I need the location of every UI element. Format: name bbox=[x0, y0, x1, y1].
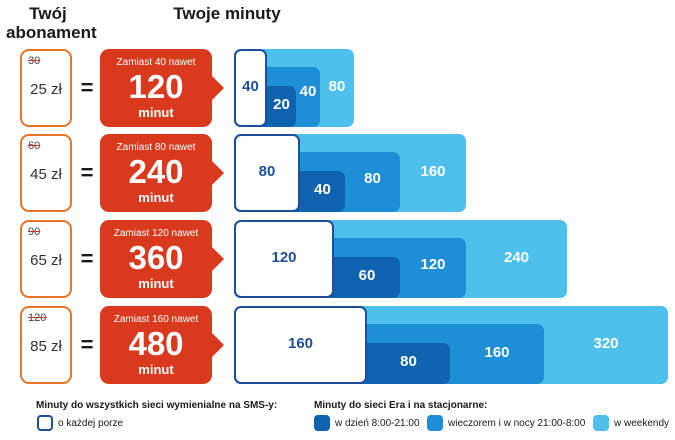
offer-minutes: 360 bbox=[128, 239, 184, 276]
offer-caption: Zamiast 160 nawet bbox=[113, 314, 199, 325]
equals-sign: = bbox=[80, 160, 94, 185]
price-box: 90 65 zł bbox=[20, 220, 72, 298]
new-price: 65 zł bbox=[30, 252, 62, 269]
subscription-column-header: Twój abonament bbox=[6, 4, 97, 42]
daytime-minutes-value: 20 bbox=[273, 96, 290, 113]
old-price: 30 bbox=[28, 55, 41, 67]
evening-minutes-value: 80 bbox=[364, 170, 381, 187]
plan-row-2: 60 45 zł = Zamiast 80 nawet 240 minut 80… bbox=[0, 134, 675, 214]
weekend-minutes-value: 240 bbox=[503, 249, 530, 266]
legend-evening-swatch bbox=[427, 415, 443, 431]
price-box: 60 45 zł bbox=[20, 134, 72, 212]
legend-all-networks-title: Minuty do wszystkich sieci wymienialne n… bbox=[36, 400, 278, 411]
offer-unit: minut bbox=[138, 190, 174, 205]
weekend-minutes-value: 160 bbox=[420, 163, 446, 180]
offer-box: Zamiast 120 nawet 360 minut bbox=[100, 220, 224, 298]
legend-daytime-swatch bbox=[314, 415, 330, 431]
new-price: 85 zł bbox=[30, 338, 62, 355]
offer-unit: minut bbox=[138, 105, 174, 120]
equals-sign: = bbox=[80, 75, 94, 100]
equals-sign: = bbox=[80, 246, 94, 271]
evening-minutes-value: 40 bbox=[299, 83, 317, 100]
any-time-minutes-value: 80 bbox=[258, 163, 276, 180]
offer-minutes: 120 bbox=[128, 68, 184, 105]
offer-caption: Zamiast 40 nawet bbox=[116, 57, 196, 68]
minutes-column-header: Twoje minuty bbox=[173, 4, 281, 23]
daytime-minutes-value: 80 bbox=[400, 353, 417, 370]
offer-unit: minut bbox=[138, 276, 174, 291]
any-time-minutes-bar bbox=[234, 220, 334, 298]
new-price: 45 zł bbox=[30, 166, 62, 183]
any-time-minutes-value: 120 bbox=[271, 249, 297, 266]
offer-box: Zamiast 80 nawet 240 minut bbox=[100, 134, 224, 212]
plan-row-4: 120 85 zł = Zamiast 160 nawet 480 minut … bbox=[0, 306, 675, 386]
weekend-minutes-value: 80 bbox=[328, 78, 346, 95]
legend-weekend-swatch bbox=[593, 415, 609, 431]
price-box: 30 25 zł bbox=[20, 49, 72, 127]
legend-any-time-swatch bbox=[37, 415, 53, 431]
any-time-minutes-bar bbox=[234, 49, 267, 127]
any-time-minutes-bar bbox=[234, 134, 300, 212]
plan-row-3: 90 65 zł = Zamiast 120 nawet 360 minut 1… bbox=[0, 220, 675, 300]
evening-minutes-value: 160 bbox=[484, 344, 510, 361]
any-time-minutes-value: 160 bbox=[287, 335, 314, 352]
old-price: 120 bbox=[28, 312, 47, 324]
price-box: 120 85 zł bbox=[20, 306, 72, 384]
offer-minutes: 240 bbox=[128, 153, 184, 190]
offer-box: Zamiast 40 nawet 120 minut bbox=[100, 49, 224, 127]
plan-row-1: 30 25 zł = Zamiast 40 nawet 120 minut 40… bbox=[0, 49, 675, 129]
legend-daytime-label: w dzień 8:00-21:00 bbox=[335, 418, 420, 429]
offer-box: Zamiast 160 nawet 480 minut bbox=[100, 306, 224, 384]
old-price: 90 bbox=[28, 226, 41, 238]
offer-caption: Zamiast 80 nawet bbox=[116, 142, 196, 153]
offer-caption: Zamiast 120 nawet bbox=[113, 228, 199, 239]
any-time-minutes-bar bbox=[234, 306, 367, 384]
offer-minutes: 480 bbox=[128, 325, 184, 362]
evening-minutes-value: 120 bbox=[420, 256, 446, 273]
legend-evening-label: wieczorem i w nocy 21:00-8:00 bbox=[448, 418, 586, 429]
legend-any-time-label: o każdej porze bbox=[58, 418, 124, 429]
equals-sign: = bbox=[80, 332, 94, 357]
any-time-minutes-value: 40 bbox=[242, 78, 259, 95]
daytime-minutes-value: 40 bbox=[314, 181, 331, 198]
daytime-minutes-value: 60 bbox=[358, 267, 376, 284]
legend-weekend-label: w weekendy bbox=[614, 418, 670, 429]
new-price: 25 zł bbox=[30, 81, 62, 98]
weekend-minutes-value: 320 bbox=[593, 335, 619, 352]
old-price: 60 bbox=[28, 140, 41, 152]
offer-unit: minut bbox=[138, 362, 174, 377]
legend-era-title: Minuty do sieci Era i na stacjonarne: bbox=[314, 400, 488, 411]
